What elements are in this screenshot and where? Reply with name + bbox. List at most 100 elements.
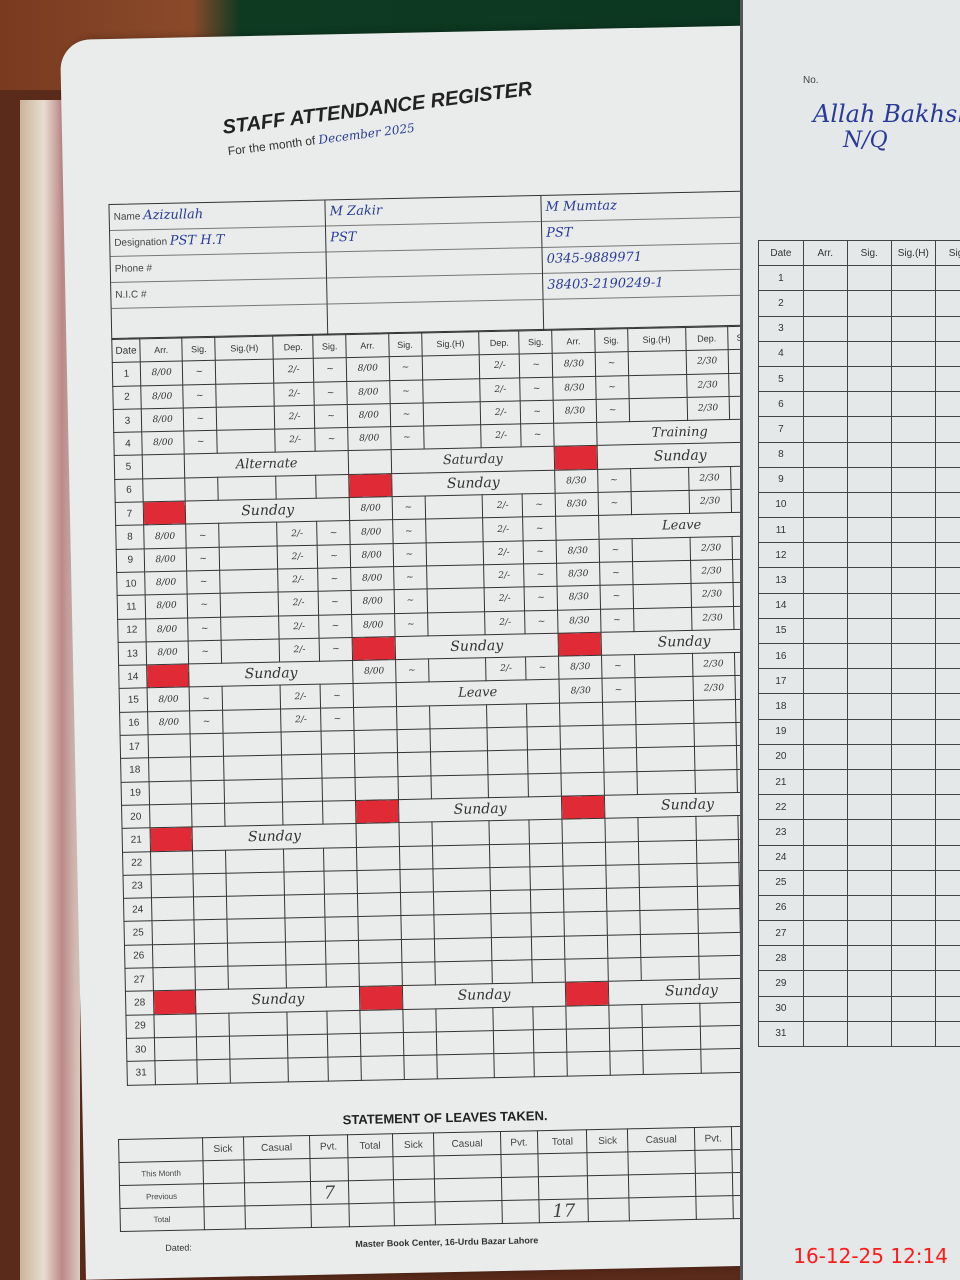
empty-cell bbox=[802, 970, 848, 997]
empty-cell bbox=[489, 820, 530, 845]
empty-cell bbox=[934, 970, 960, 997]
empty-cell bbox=[142, 477, 186, 502]
empty-cell bbox=[846, 819, 892, 846]
departure-time: 2/30 bbox=[692, 675, 736, 701]
staff-column-3: M Mumtaz PST 0345-9889971 38403-2190249-1 bbox=[541, 191, 763, 331]
right-table-row: 5 bbox=[758, 365, 960, 393]
empty-cell bbox=[215, 359, 274, 384]
empty-cell bbox=[434, 960, 493, 986]
empty-cell bbox=[325, 916, 359, 941]
departure-time: 2/30 bbox=[686, 373, 730, 398]
column-header: Arr. bbox=[552, 329, 595, 354]
date-cell: 17 bbox=[758, 668, 804, 695]
empty-cell bbox=[396, 728, 430, 753]
statement-cell bbox=[310, 1203, 349, 1228]
empty-cell bbox=[562, 818, 606, 843]
empty-cell bbox=[637, 816, 696, 842]
departure-time: 2/- bbox=[484, 610, 526, 635]
empty-cell bbox=[890, 491, 936, 519]
sunday-label: Sunday bbox=[185, 497, 350, 525]
signature: ~ bbox=[523, 539, 557, 564]
signature: ~ bbox=[599, 584, 634, 609]
departure-time: 2/- bbox=[274, 428, 316, 453]
empty-cell bbox=[846, 844, 892, 871]
right-table-row: 2 bbox=[758, 290, 960, 317]
empty-cell bbox=[694, 745, 737, 771]
arrival-time: 8/00 bbox=[145, 617, 189, 642]
empty-cell bbox=[696, 885, 740, 910]
right-column-header: Date bbox=[758, 239, 804, 267]
empty-cell bbox=[348, 450, 392, 475]
right-column-header: Arr. bbox=[802, 239, 848, 267]
arrival-time: 8/00 bbox=[141, 431, 185, 456]
signature: ~ bbox=[320, 707, 355, 732]
empty-cell bbox=[229, 1034, 289, 1060]
statement-cell bbox=[587, 1174, 630, 1199]
arrival-time: 8/00 bbox=[140, 384, 184, 409]
empty-cell bbox=[328, 1056, 362, 1081]
empty-cell bbox=[354, 729, 398, 754]
empty-cell bbox=[221, 638, 280, 664]
empty-cell bbox=[321, 730, 355, 755]
empty-cell bbox=[431, 844, 491, 869]
signature: ~ bbox=[187, 593, 221, 618]
right-table-row: 10 bbox=[758, 491, 960, 519]
empty-cell bbox=[553, 422, 597, 447]
empty-cell bbox=[697, 908, 741, 934]
leave-label: Saturday bbox=[390, 446, 555, 474]
date-cell: 21 bbox=[122, 828, 151, 852]
date-cell: 30 bbox=[758, 995, 804, 1022]
empty-cell bbox=[802, 365, 848, 393]
label-name: Name bbox=[113, 211, 141, 223]
empty-cell bbox=[641, 1026, 701, 1051]
right-table-row: 23 bbox=[758, 819, 960, 846]
departure-time: 2/30 bbox=[690, 582, 734, 607]
signature: ~ bbox=[183, 383, 217, 408]
statement-header: Casual bbox=[433, 1131, 501, 1156]
empty-cell bbox=[285, 940, 327, 965]
arrival-time: 8/00 bbox=[350, 566, 394, 591]
empty-cell bbox=[142, 454, 186, 479]
empty-cell bbox=[846, 466, 892, 493]
empty-cell bbox=[890, 592, 936, 619]
arrival-time: 8/30 bbox=[556, 562, 600, 587]
right-table-row: 6 bbox=[758, 391, 960, 418]
sunday-mark bbox=[352, 636, 396, 661]
date-cell: 25 bbox=[123, 921, 153, 946]
empty-cell bbox=[219, 545, 278, 571]
empty-cell bbox=[357, 892, 401, 917]
empty-cell bbox=[890, 743, 936, 770]
statement-cell bbox=[501, 1199, 540, 1224]
right-table-row: 19 bbox=[758, 718, 960, 745]
empty-cell bbox=[148, 757, 192, 782]
empty-cell bbox=[846, 290, 892, 317]
date-header: Date bbox=[111, 338, 141, 363]
empty-cell bbox=[357, 869, 400, 894]
empty-cell bbox=[641, 1002, 700, 1028]
column-header: Sig.(H) bbox=[421, 331, 480, 357]
empty-cell bbox=[225, 848, 285, 874]
empty-cell bbox=[191, 803, 226, 828]
arrival-time: 8/00 bbox=[144, 570, 188, 596]
empty-cell bbox=[227, 918, 286, 943]
right-table-row: 16 bbox=[758, 642, 960, 670]
empty-cell bbox=[422, 401, 482, 427]
signature: ~ bbox=[187, 570, 221, 595]
empty-cell bbox=[193, 896, 228, 921]
empty-cell bbox=[283, 847, 325, 872]
signature: ~ bbox=[601, 678, 636, 703]
empty-cell bbox=[433, 937, 493, 962]
empty-cell bbox=[695, 815, 739, 840]
departure-time: 2/- bbox=[483, 540, 524, 565]
departure-time: 2/30 bbox=[692, 652, 735, 677]
column-header: Sig. bbox=[519, 330, 553, 355]
empty-cell bbox=[890, 265, 936, 292]
empty-cell bbox=[151, 897, 195, 922]
departure-time: 2/- bbox=[277, 544, 318, 570]
right-table-row: 31 bbox=[758, 1020, 960, 1048]
empty-cell bbox=[530, 889, 565, 914]
signature: ~ bbox=[393, 589, 428, 614]
empty-cell bbox=[846, 894, 892, 922]
column-header: Arr. bbox=[345, 333, 389, 358]
sunday-label: Sunday bbox=[188, 660, 354, 688]
